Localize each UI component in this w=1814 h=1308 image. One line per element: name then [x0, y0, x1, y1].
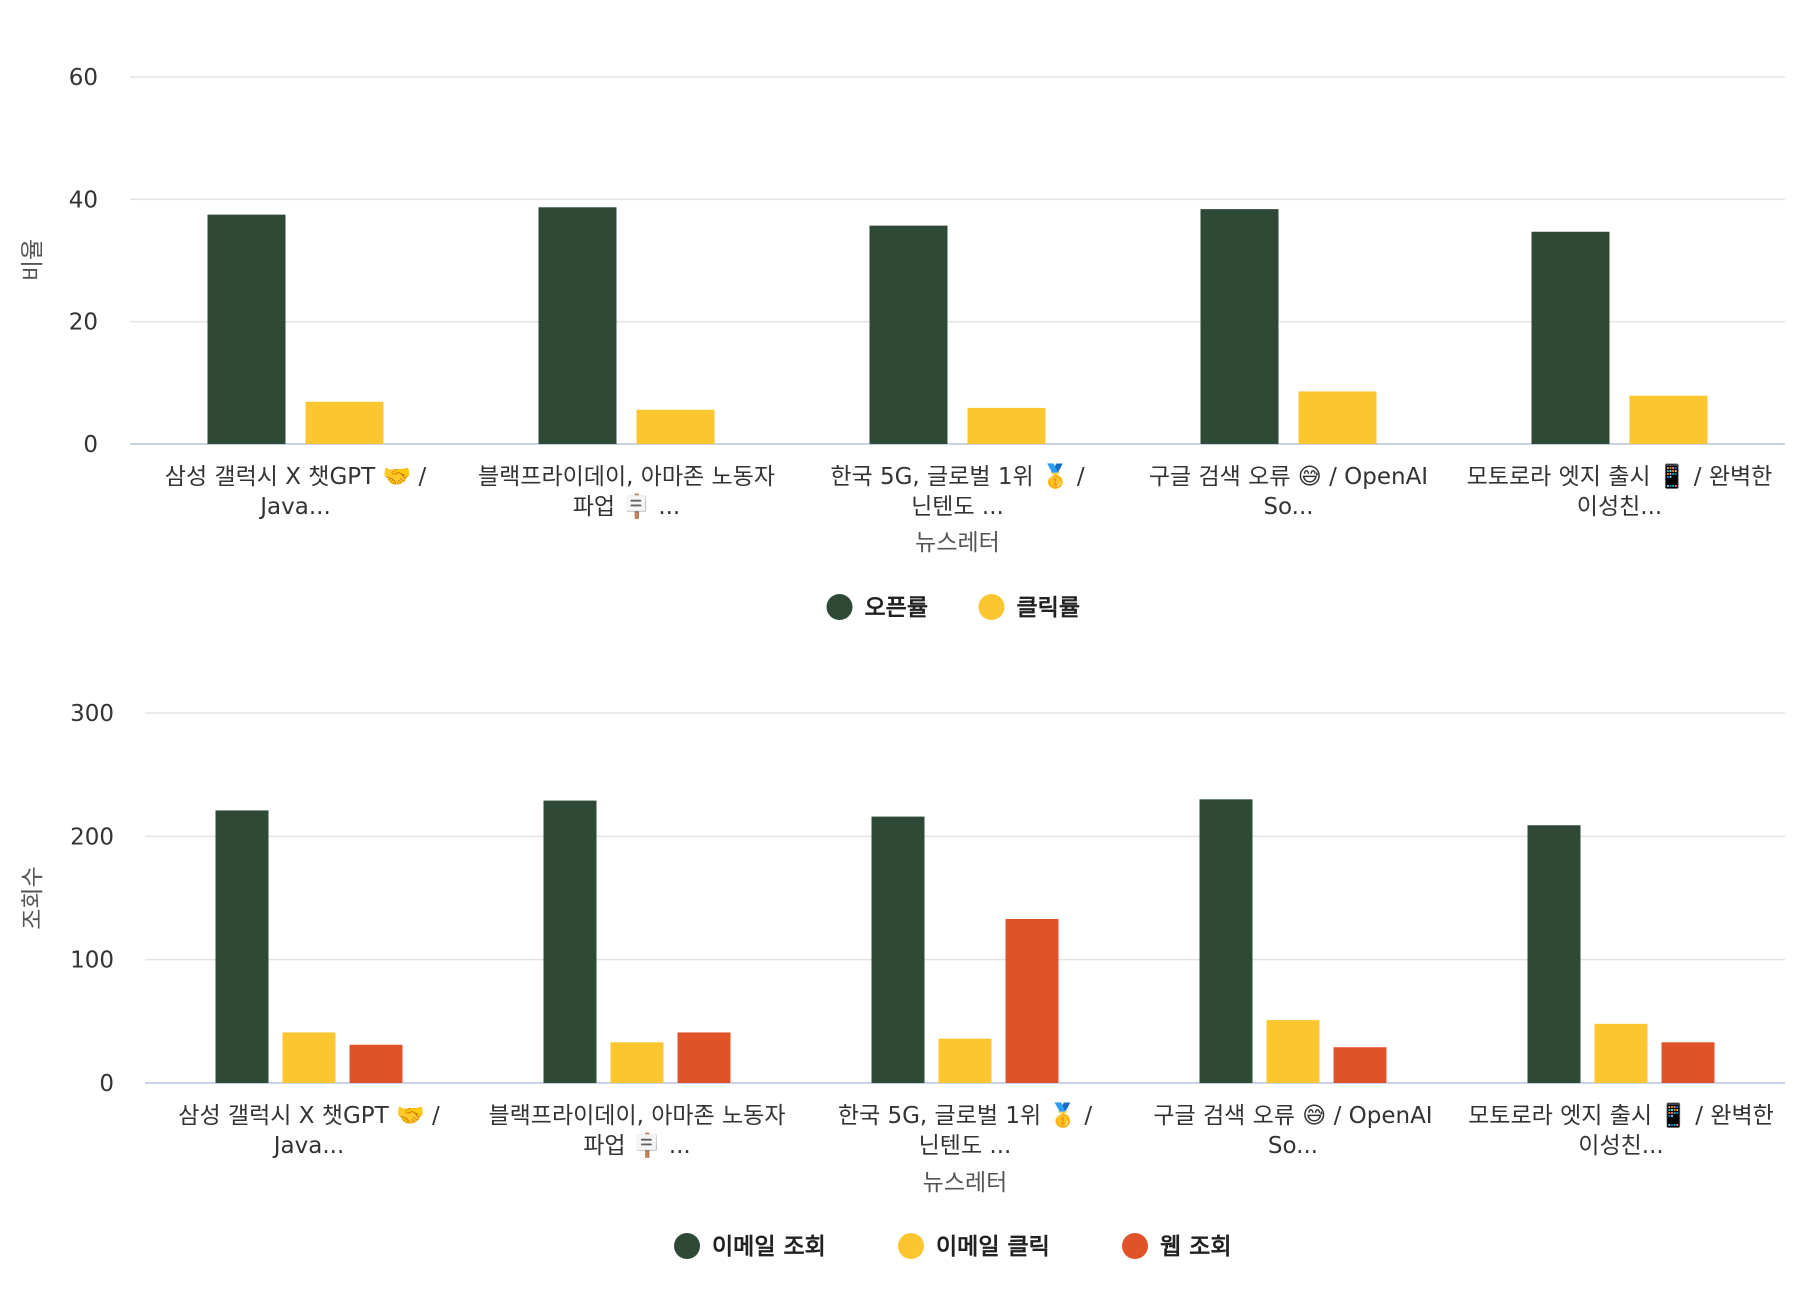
view-legend-item-2[interactable]: 웹 조회 [1122, 1233, 1232, 1260]
rate-legend-label-1: 클릭률 [1017, 595, 1080, 621]
view-bar-s2-c1[interactable] [677, 1032, 731, 1083]
view-legend-label-1: 이메일 클릭 [936, 1234, 1050, 1260]
rate-legend: 오픈률 클릭률 [826, 594, 1080, 621]
rate-y-axis-title: 비율 [20, 239, 46, 281]
view-bar-s0-c4[interactable] [1527, 825, 1581, 1083]
view-bar-s1-c0[interactable] [282, 1032, 336, 1083]
view-ytick-3: 300 [70, 701, 114, 727]
rate-xtick-0-line2: Java... [258, 494, 331, 520]
view-legend-swatch-2 [1122, 1233, 1148, 1259]
rate-xtick-3-line2: So... [1263, 494, 1313, 520]
view-xtick-2-line2: 닌텐도 ... [919, 1133, 1012, 1159]
view-bar-s2-c2[interactable] [1005, 918, 1059, 1083]
rate-legend-label-0: 오픈률 [865, 595, 928, 621]
rate-ytick-1: 20 [69, 310, 98, 336]
view-legend-item-1[interactable]: 이메일 클릭 [898, 1233, 1050, 1260]
rate-xtick-4-line1: 모토로라 엣지 출시 📱 / 완벽한 [1467, 463, 1773, 490]
rate-xtick-2-line1: 한국 5G, 글로벌 1위 🥇 / [830, 463, 1085, 490]
view-bar-s1-c3[interactable] [1266, 1020, 1320, 1083]
open-click-rate-chart: 0 20 40 60 삼성 갤럭시 X 챗GPT 🤝 / Java... 블랙프라이데이, … [20, 65, 1785, 621]
view-bar-s1-c2[interactable] [938, 1038, 992, 1083]
view-xtick-1-line2: 파업 🪧 ... [583, 1132, 691, 1159]
rate-bar-s0-c1[interactable] [538, 207, 617, 444]
rate-bar-s0-c2[interactable] [869, 225, 948, 444]
rate-xtick-0-line1: 삼성 갤럭시 X 챗GPT 🤝 / [165, 464, 427, 490]
view-x-axis-title: 뉴스레터 [923, 1170, 1008, 1196]
rate-bar-s0-c4[interactable] [1531, 231, 1610, 444]
view-bar-s2-c0[interactable] [349, 1044, 403, 1083]
rate-ytick-3: 60 [69, 65, 98, 91]
rate-bar-s0-c3[interactable] [1200, 209, 1279, 444]
view-xtick-4-line2: 이성친... [1578, 1133, 1663, 1159]
view-xtick-0-line2: Java... [272, 1133, 345, 1159]
view-bar-s2-c4[interactable] [1661, 1042, 1715, 1083]
view-bar-s1-c4[interactable] [1594, 1023, 1648, 1083]
view-ytick-2: 200 [70, 824, 114, 850]
view-bar-s0-c0[interactable] [215, 810, 269, 1083]
view-bar-s2-c3[interactable] [1333, 1047, 1387, 1083]
rate-legend-swatch-0 [826, 594, 853, 620]
rate-xtick-2-line2: 닌텐도 ... [911, 494, 1004, 520]
rate-ytick-2: 40 [69, 187, 98, 213]
view-y-axis-title: 조회수 [20, 866, 46, 929]
rate-xtick-1-line2: 파업 🪧 ... [573, 493, 681, 520]
rate-xtick-4-line2: 이성친... [1577, 494, 1662, 520]
view-bar-s1-c1[interactable] [610, 1042, 664, 1083]
view-xtick-0-line1: 삼성 갤럭시 X 챗GPT 🤝 / [178, 1103, 440, 1129]
view-xtick-1-line1: 블랙프라이데이, 아마존 노동자 [488, 1103, 785, 1129]
view-legend-item-0[interactable]: 이메일 조회 [674, 1233, 826, 1260]
view-xtick-4-line1: 모토로라 엣지 출시 📱 / 완벽한 [1468, 1102, 1774, 1129]
view-legend-label-2: 웹 조회 [1160, 1234, 1232, 1260]
rate-bar-s1-c3[interactable] [1298, 391, 1377, 444]
view-xtick-2-line1: 한국 5G, 글로벌 1위 🥇 / [838, 1102, 1093, 1129]
rate-bar-s1-c4[interactable] [1629, 395, 1708, 444]
view-legend-swatch-1 [898, 1233, 924, 1259]
view-xtick-3-line1: 구글 검색 오류 😅 / OpenAI [1153, 1103, 1432, 1129]
view-legend-label-0: 이메일 조회 [712, 1234, 826, 1260]
rate-x-axis-title: 뉴스레터 [915, 530, 1000, 556]
rate-legend-item-1[interactable]: 클릭률 [978, 594, 1080, 621]
views-chart: 0 100 200 300 삼성 갤럭시 X 챗GPT 🤝 / Java... 블랙프라이데… [20, 701, 1785, 1260]
rate-xtick-1-line1: 블랙프라이데이, 아마존 노동자 [478, 464, 775, 490]
view-legend: 이메일 조회 이메일 클릭 웹 조회 [674, 1233, 1232, 1260]
rate-bar-s1-c1[interactable] [636, 409, 715, 444]
view-legend-swatch-0 [674, 1233, 700, 1259]
view-xtick-3-line2: So... [1268, 1133, 1318, 1159]
view-bar-s0-c2[interactable] [871, 816, 925, 1083]
view-ytick-1: 100 [70, 948, 114, 974]
rate-bar-s0-c0[interactable] [207, 214, 286, 444]
rate-ytick-0: 0 [83, 432, 98, 458]
rate-bar-s1-c0[interactable] [305, 401, 384, 444]
view-ytick-0: 0 [99, 1071, 114, 1097]
rate-legend-swatch-1 [978, 594, 1005, 620]
rate-legend-item-0[interactable]: 오픈률 [826, 594, 928, 621]
rate-xtick-3-line1: 구글 검색 오류 😅 / OpenAI [1149, 464, 1428, 490]
rate-bar-s1-c2[interactable] [967, 407, 1046, 444]
view-bar-s0-c3[interactable] [1199, 799, 1253, 1083]
view-bar-s0-c1[interactable] [543, 800, 597, 1083]
